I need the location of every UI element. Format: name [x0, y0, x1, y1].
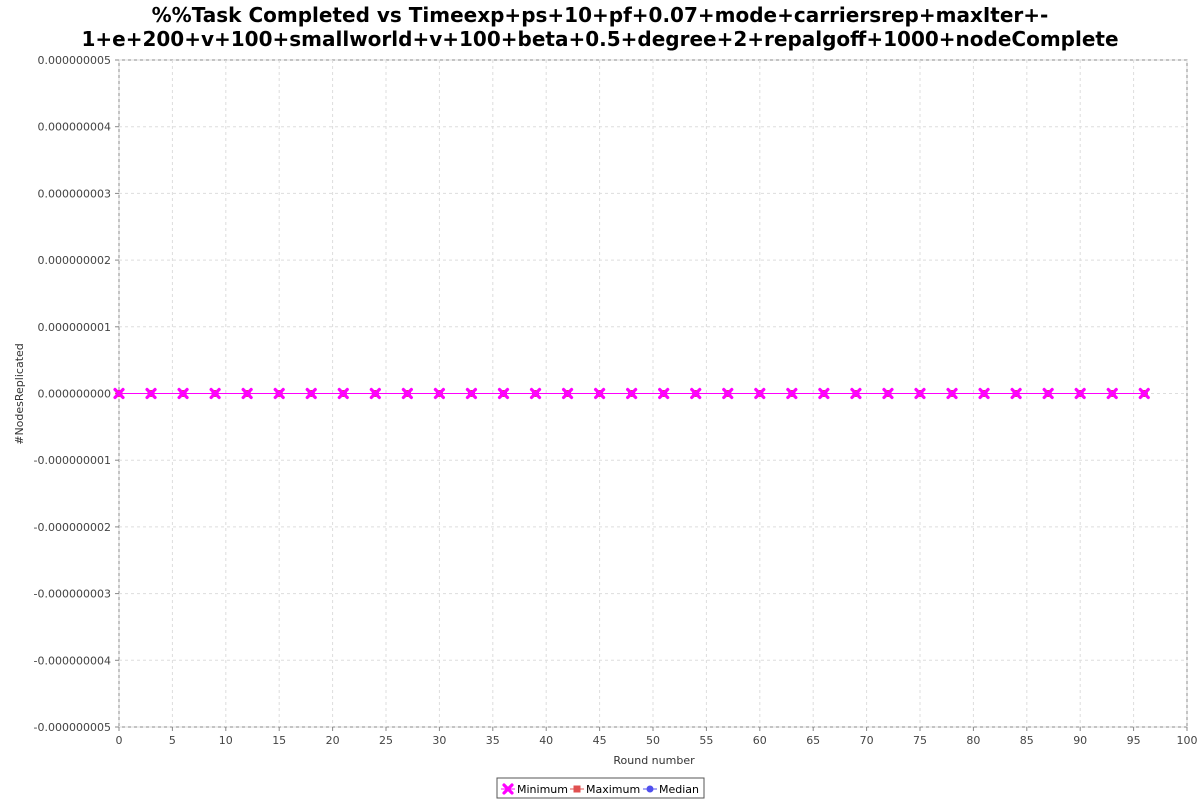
legend-item-median: Median [643, 783, 699, 796]
y-tick-label: -0.000000001 [34, 454, 111, 467]
data-point-minimum [145, 387, 157, 400]
data-point-minimum [561, 387, 574, 400]
x-tick-label: 15 [272, 734, 286, 747]
y-tick-label: -0.000000003 [34, 588, 111, 601]
chart-title: %%Task Completed vs Timeexp+ps+10+pf+0.0… [81, 3, 1118, 51]
y-tick-label: 0.000000002 [38, 254, 111, 267]
x-tick-label: 5 [169, 734, 176, 747]
x-tick-label: 10 [219, 734, 233, 747]
data-point-minimum [882, 387, 894, 400]
x-tick-label: 60 [753, 734, 767, 747]
y-tick-label: 0.000000005 [38, 54, 111, 67]
data-point-minimum [273, 387, 285, 400]
legend-item-minimum: Minimum [501, 783, 568, 796]
x-axis-label: Round number [613, 754, 695, 767]
legend-box [496, 777, 705, 799]
x-tick-label: 45 [593, 734, 607, 747]
data-point-minimum [369, 387, 381, 400]
x-tick-label: 40 [539, 734, 553, 747]
data-point-minimum [1010, 387, 1022, 400]
data-point-minimum [818, 387, 830, 400]
data-point-minimum [690, 387, 702, 400]
x-tick-label: 50 [646, 734, 660, 747]
data-point-minimum [177, 387, 189, 400]
series [113, 387, 1150, 400]
data-point-minimum [722, 387, 734, 400]
chart-title-line-1: %%Task Completed vs Timeexp+ps+10+pf+0.0… [152, 3, 1049, 27]
legend-marker-median [646, 785, 654, 793]
x-tick-label: 0 [116, 734, 123, 747]
x-tick-label: 95 [1127, 734, 1141, 747]
x-tick-label: 85 [1020, 734, 1034, 747]
legend-label-median: Median [659, 783, 699, 796]
data-point-minimum [113, 387, 125, 400]
y-tick-label: -0.000000004 [34, 654, 111, 667]
data-point-minimum [465, 387, 478, 400]
data-point-minimum [1138, 387, 1150, 400]
legend-marker-maximum [573, 785, 581, 793]
data-point-minimum [914, 387, 926, 400]
legend-label-minimum: Minimum [517, 783, 568, 796]
data-point-minimum [529, 387, 542, 400]
x-tick-label: 80 [966, 734, 980, 747]
y-tick-label: 0.000000003 [38, 187, 111, 200]
data-point-minimum [433, 387, 445, 400]
data-point-minimum [337, 387, 349, 400]
y-axis-label: #NodesReplicated [13, 343, 26, 445]
y-tick-label: -0.000000002 [34, 521, 111, 534]
y-tick-label: 0.000000001 [38, 321, 111, 334]
data-point-minimum [401, 387, 413, 400]
x-tick-label: 35 [486, 734, 500, 747]
data-point-minimum [241, 387, 253, 400]
data-point-minimum [786, 387, 798, 400]
legend: Minimum Maximum Median [496, 777, 705, 799]
x-tick-label: 55 [699, 734, 713, 747]
data-point-minimum [209, 387, 221, 400]
data-point-minimum [658, 387, 670, 400]
axis-ticks: 0 5 10 15 20 25 30 35 40 45 50 55 60 65 70 75 80 85 90 95 10… [34, 54, 1198, 747]
data-point-minimum [754, 387, 766, 400]
data-point-minimum [305, 387, 317, 400]
data-point-minimum [978, 387, 990, 400]
data-point-minimum [593, 387, 606, 400]
data-point-minimum [1074, 387, 1086, 400]
data-point-minimum [1106, 387, 1118, 400]
x-tick-label: 75 [913, 734, 927, 747]
legend-marker-minimum [502, 783, 514, 795]
y-tick-label: 0.000000004 [38, 121, 111, 134]
y-tick-label: 0.000000000 [38, 388, 111, 401]
x-tick-label: 30 [432, 734, 446, 747]
x-tick-label: 90 [1073, 734, 1087, 747]
series-minimum [113, 387, 1150, 400]
data-point-minimum [1042, 387, 1054, 400]
legend-label-maximum: Maximum [586, 783, 640, 796]
x-tick-label: 25 [379, 734, 393, 747]
x-tick-label: 65 [806, 734, 820, 747]
chart-title-line-2: 1+e+200+v+100+smallworld+v+100+beta+0.5+… [81, 27, 1118, 51]
data-point-minimum [626, 387, 638, 400]
data-point-minimum [497, 387, 510, 400]
legend-item-maximum: Maximum [570, 783, 640, 796]
data-point-minimum [850, 387, 862, 400]
x-tick-label: 100 [1177, 734, 1198, 747]
y-tick-label: -0.000000005 [34, 721, 111, 734]
data-point-minimum [946, 387, 958, 400]
x-tick-label: 70 [860, 734, 874, 747]
x-tick-label: 20 [326, 734, 340, 747]
